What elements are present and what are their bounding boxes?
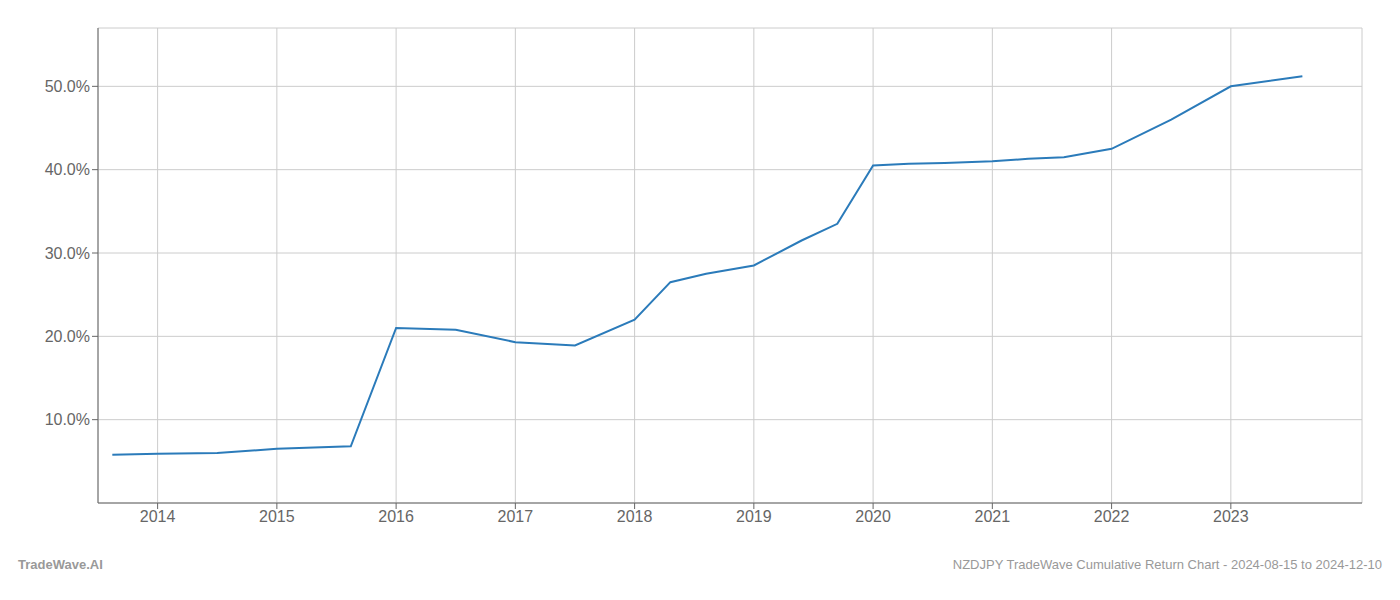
svg-text:2019: 2019 — [736, 508, 772, 525]
svg-text:2018: 2018 — [617, 508, 653, 525]
svg-text:2014: 2014 — [140, 508, 176, 525]
svg-text:2021: 2021 — [975, 508, 1011, 525]
svg-text:20.0%: 20.0% — [45, 328, 90, 345]
svg-text:10.0%: 10.0% — [45, 411, 90, 428]
svg-text:2023: 2023 — [1213, 508, 1249, 525]
svg-text:50.0%: 50.0% — [45, 78, 90, 95]
html-text:TradeWave.AI: TradeWave.AI — [18, 557, 103, 572]
svg-text:2017: 2017 — [498, 508, 534, 525]
svg-text:30.0%: 30.0% — [45, 245, 90, 262]
svg-text:2016: 2016 — [378, 508, 414, 525]
svg-text:2022: 2022 — [1094, 508, 1130, 525]
svg-text:40.0%: 40.0% — [45, 161, 90, 178]
svg-text:2015: 2015 — [259, 508, 295, 525]
html-text:NZDJPY TradeWave Cumulative Re: NZDJPY TradeWave Cumulative Return Chart… — [952, 557, 1382, 572]
svg-text:2020: 2020 — [855, 508, 891, 525]
